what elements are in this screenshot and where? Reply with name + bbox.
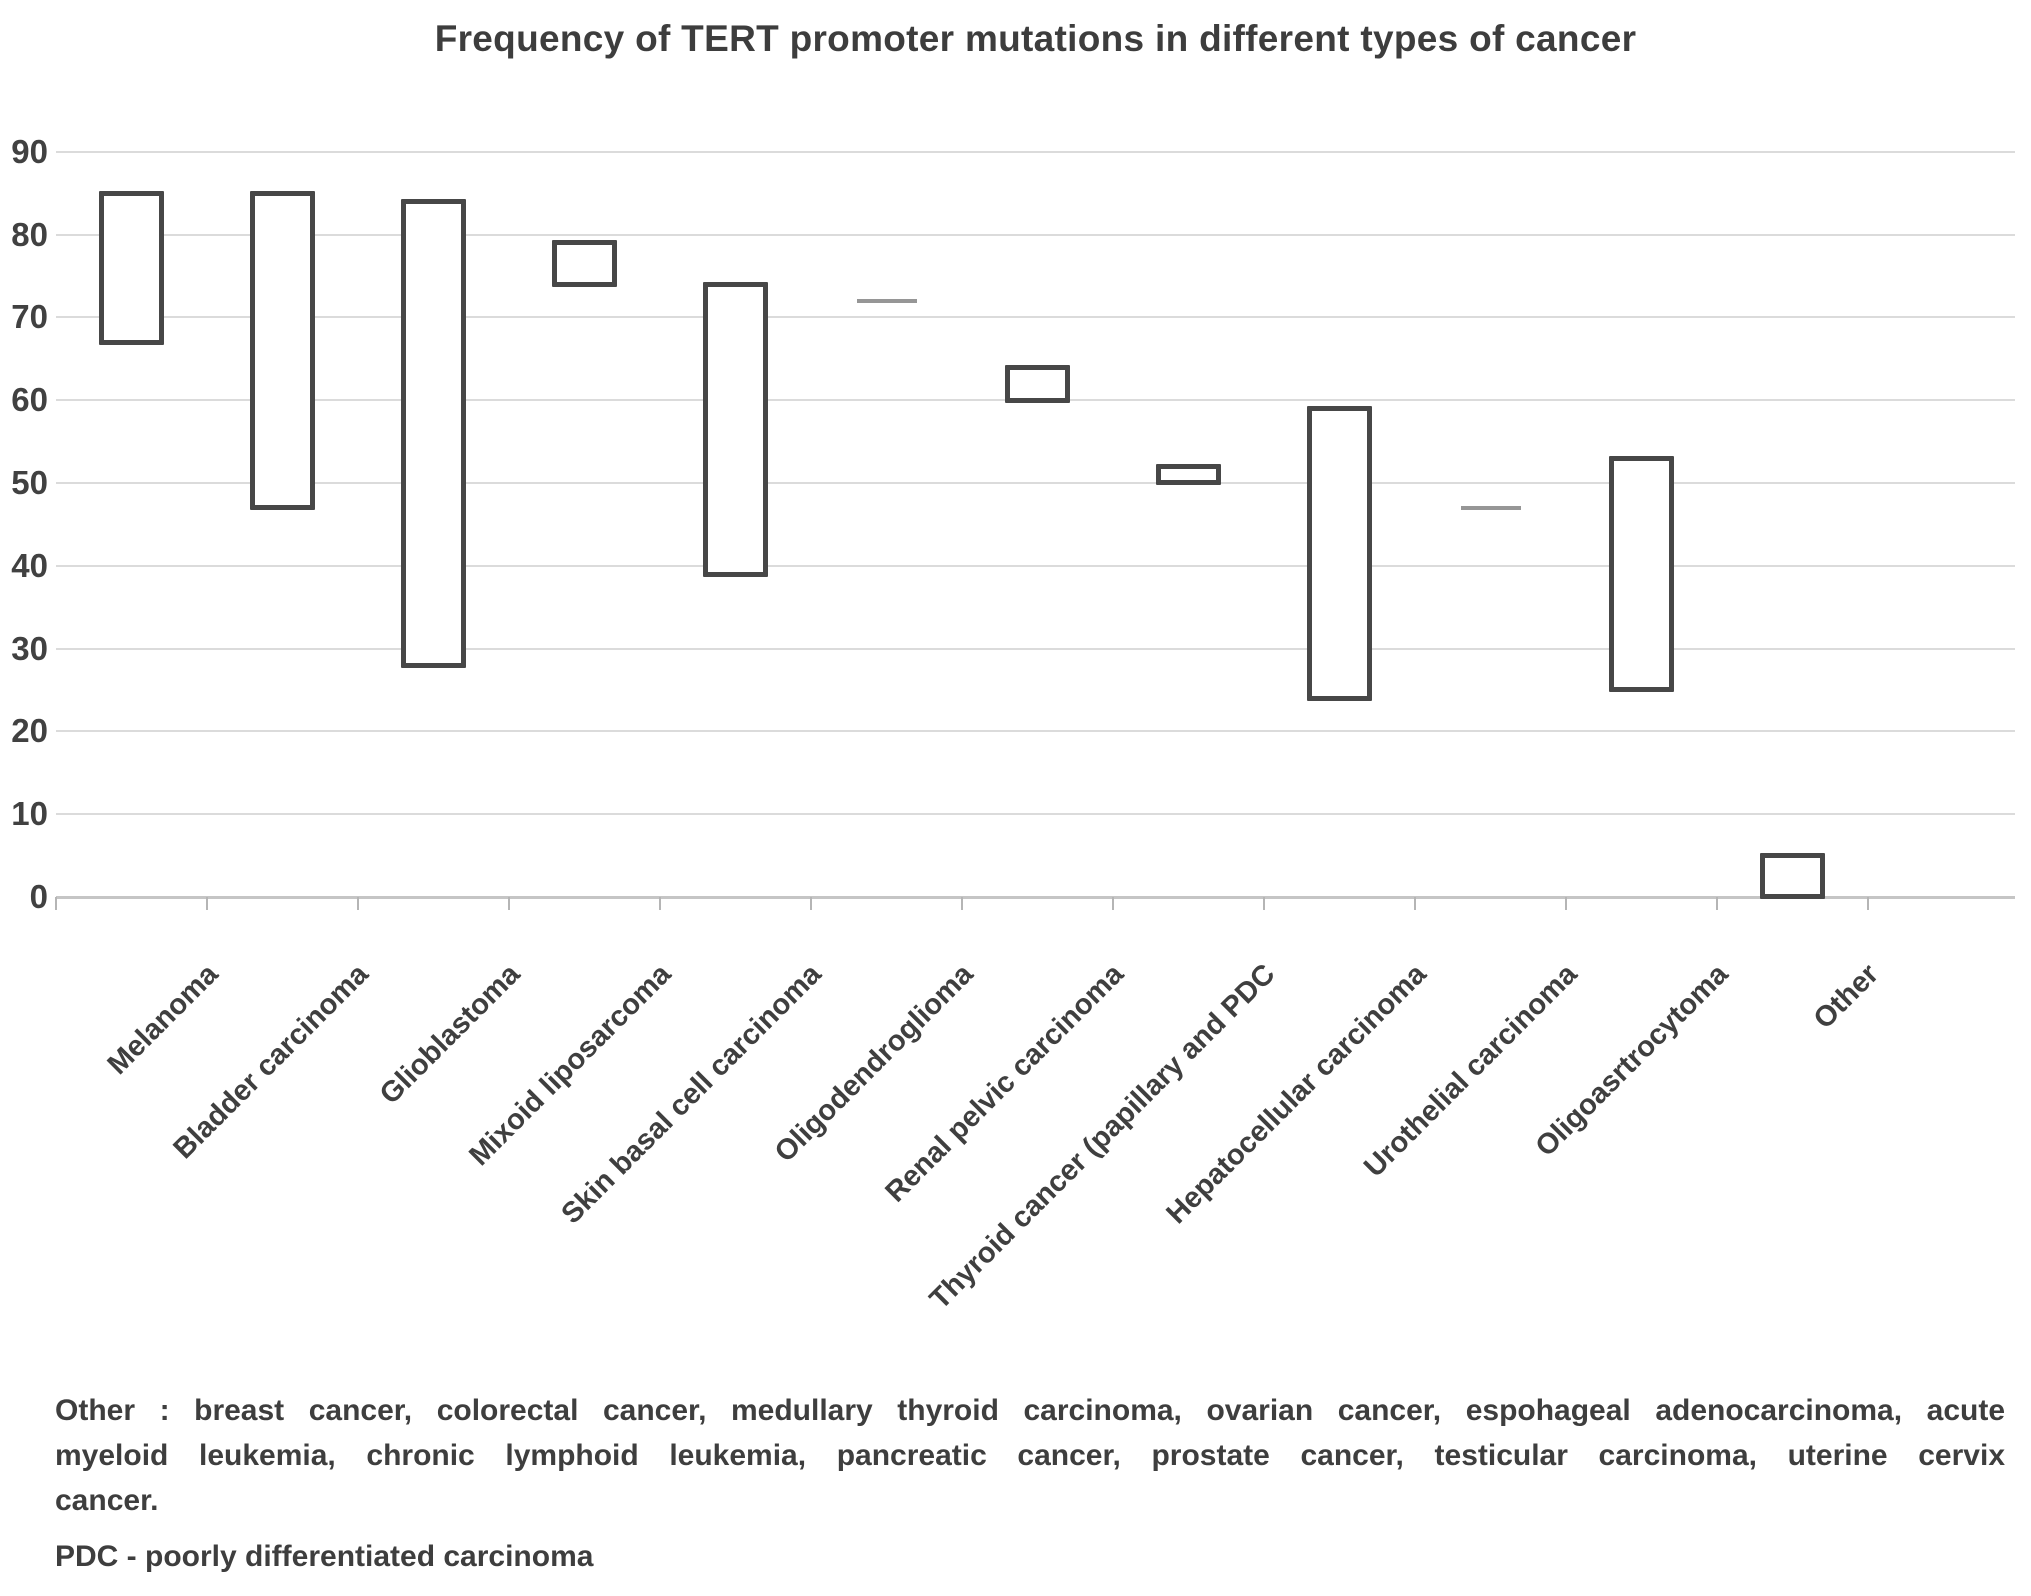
range-bar-renal-pelvic-carcinoma <box>1005 364 1070 403</box>
range-bar-other <box>1760 853 1825 900</box>
footnote-line-2: myeloid leukemia, chronic lymphoid leuke… <box>55 1439 2005 1472</box>
x-axis-tick <box>961 897 963 910</box>
x-axis-tick <box>1112 897 1114 910</box>
x-axis-tick <box>55 897 57 910</box>
single-value-dash-urothelial-carcinoma <box>1460 505 1521 510</box>
x-axis-tick <box>1867 897 1869 910</box>
y-axis-label-40: 40 <box>11 546 48 584</box>
footnote-pdc-definition: PDC - poorly differentiated carcinoma <box>55 1540 594 1573</box>
y-axis-label-60: 60 <box>11 381 48 419</box>
footnote-line-1: Other : breast cancer, colorectal cancer… <box>55 1394 2005 1427</box>
x-axis-label-melanoma: Melanoma <box>101 958 225 1081</box>
x-axis-tick <box>357 897 359 910</box>
y-axis-label-30: 30 <box>11 629 48 667</box>
x-axis-tick <box>206 897 208 910</box>
x-axis-label-skin-basal-cell-carcinoma: Skin basal cell carcinoma <box>555 958 829 1231</box>
x-axis-tick <box>659 897 661 910</box>
x-axis-tick <box>1263 897 1265 910</box>
y-axis-label-50: 50 <box>11 464 48 501</box>
range-bar-bladder-carcinoma <box>250 190 315 511</box>
range-bar-thyroid-cancer-papillary-and-pdc <box>1156 463 1221 486</box>
x-axis-label-other: Other <box>1807 958 1886 1036</box>
x-axis-tick <box>1565 897 1567 910</box>
y-axis-label-70: 70 <box>11 298 48 336</box>
gridline-40 <box>56 564 2015 567</box>
y-axis-label-10: 10 <box>11 795 48 833</box>
x-axis-label-glioblastoma: Glioblastoma <box>373 958 527 1111</box>
x-axis-line <box>56 896 2015 899</box>
x-axis-label-thyroid-cancer-papillary-and-pdc: Thyroid cancer (papillary and PDC <box>923 958 1282 1316</box>
x-axis-tick <box>1716 897 1718 910</box>
gridline-30 <box>56 647 2015 650</box>
x-axis-tick <box>810 897 812 910</box>
y-axis-label-20: 20 <box>11 712 48 750</box>
range-bar-hepatocellular-carcinoma <box>1307 405 1372 701</box>
gridline-70 <box>56 316 2015 319</box>
gridline-90 <box>56 150 2015 153</box>
range-bar-melanoma <box>99 190 164 345</box>
gridline-80 <box>56 233 2015 236</box>
footnote-line-3: cancer. <box>55 1484 159 1517</box>
x-axis-tick <box>1414 897 1416 910</box>
x-axis-label-hepatocellular-carcinoma: Hepatocellular carcinoma <box>1159 958 1433 1231</box>
range-bar-mixoid-liposarcoma <box>552 240 617 287</box>
range-bar-glioblastoma <box>401 198 466 668</box>
range-bar-skin-basal-cell-carcinoma <box>703 281 768 577</box>
gridline-10 <box>56 813 2015 816</box>
footnote-other-definition: Other : breast cancer, colorectal cancer… <box>55 1388 2005 1523</box>
x-axis-tick <box>508 897 510 910</box>
gridline-50 <box>56 482 2015 484</box>
y-axis-label-0: 0 <box>29 878 48 915</box>
y-axis-label-80: 80 <box>11 215 48 253</box>
range-bar-oligoasrtrocytoma <box>1609 455 1674 693</box>
y-axis-label-90: 90 <box>11 132 48 170</box>
gridline-20 <box>56 730 2015 733</box>
single-value-dash-oligodendroglioma <box>856 298 917 303</box>
chart-title: Frequency of TERT promoter mutations in … <box>434 18 1637 59</box>
